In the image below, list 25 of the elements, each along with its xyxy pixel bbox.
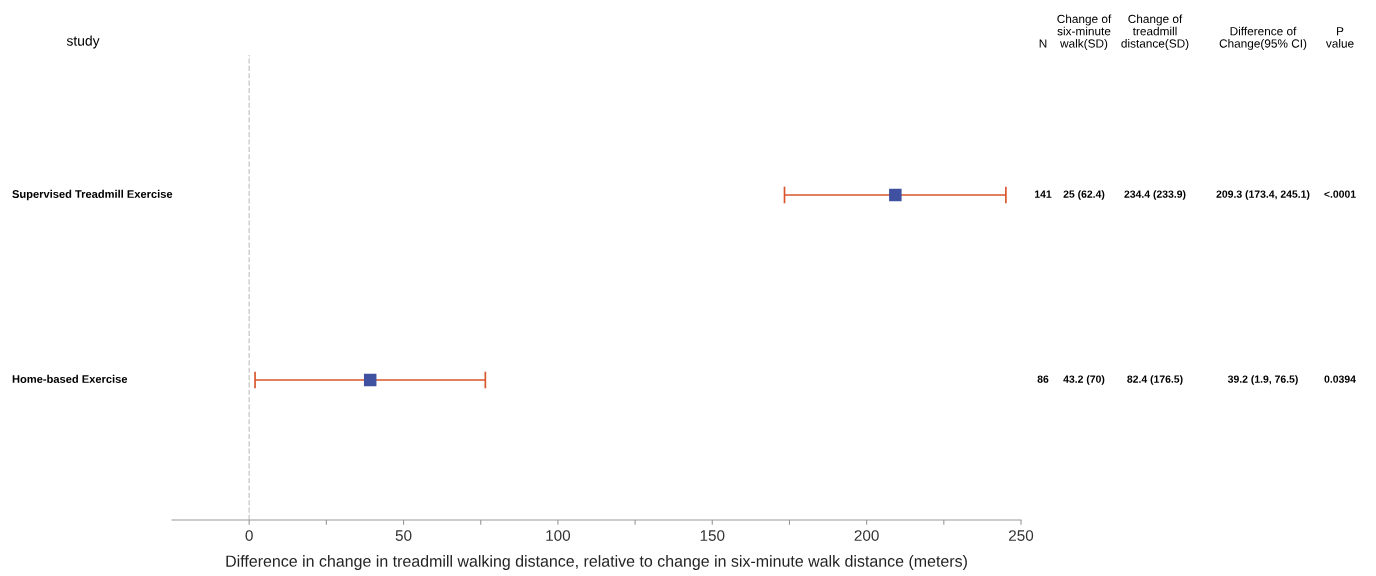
y-axis-title: study <box>66 35 100 49</box>
text: 234.4 (233.9) <box>1124 190 1186 200</box>
x-tick-label: 50 <box>395 530 412 541</box>
text: 39.2 (1.9, 76.5) <box>1227 375 1298 385</box>
x-axis-title: Difference in change in treadmill walking distance, relative to change in six-minute walk distance (meters) <box>226 555 967 570</box>
text: Difference of Change(95% CI) <box>1219 26 1307 50</box>
text: 82.4 (176.5) <box>1127 375 1183 385</box>
text: P value <box>1325 27 1354 48</box>
text: Change of six-minute walk(SD) <box>1057 14 1112 50</box>
x-tick-label: 0 <box>245 530 253 541</box>
text: 141 <box>1034 190 1052 198</box>
y-tick-label: Supervised Treadmill Exercise <box>12 189 173 201</box>
text: 86 <box>1037 375 1049 383</box>
text: N <box>1039 39 1047 48</box>
x-tick-label: 250 <box>1009 530 1034 541</box>
text: 0.0394 <box>1324 375 1356 383</box>
text: Change of treadmill distance(SD) <box>1121 14 1189 50</box>
text: 43.2 (70) <box>1063 375 1105 385</box>
text: <.0001 <box>1324 190 1356 198</box>
x-tick-label: 200 <box>854 530 879 541</box>
text: 25 (62.4) <box>1063 190 1105 200</box>
y-tick-label: Home-based Exercise <box>12 374 128 383</box>
x-tick-label: 100 <box>546 530 571 541</box>
text: 209.3 (173.4, 245.1) <box>1216 190 1310 200</box>
x-tick-label: 150 <box>700 530 725 541</box>
